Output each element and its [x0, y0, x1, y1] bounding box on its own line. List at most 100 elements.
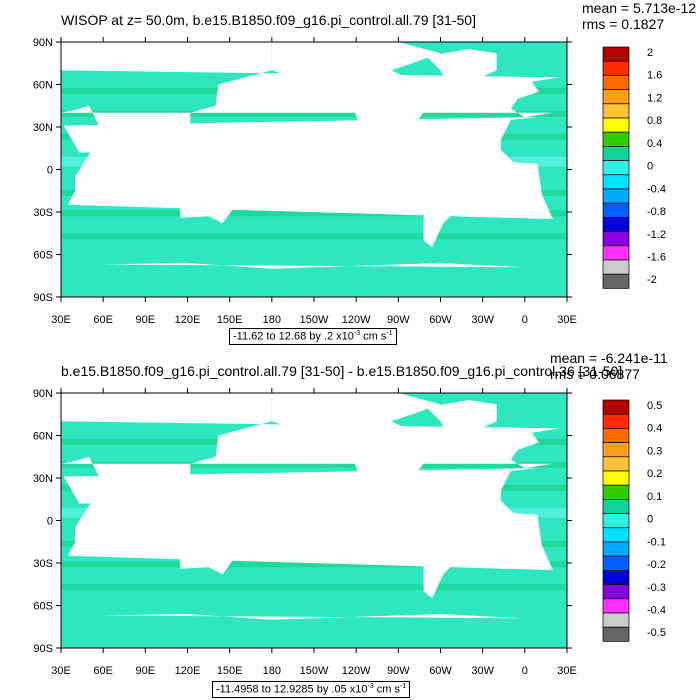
land-mask [685, 544, 700, 569]
land-mask [61, 42, 560, 159]
colorbar-label: -0.2 [647, 559, 666, 571]
colorbar-swatch [602, 513, 630, 529]
colorbar-label: -0.8 [647, 206, 666, 218]
colorbar-label: -1.2 [647, 229, 666, 241]
lat-label: 90S [33, 643, 53, 655]
lat-label: 60N [33, 80, 53, 92]
colorbar-label: 0.3 [647, 445, 662, 457]
land-mask [103, 263, 525, 297]
lat-label: 0 [47, 516, 53, 528]
lat-label: 30N [33, 473, 53, 485]
land-mask [412, 503, 476, 599]
colorbar-swatch [602, 259, 630, 275]
lon-label: 90W [387, 665, 410, 677]
colorbar-swatch [602, 160, 630, 176]
lon-label: 90E [136, 314, 156, 326]
lat-label: 90S [33, 292, 53, 304]
colorbar-swatch [602, 117, 630, 133]
land-mask [609, 263, 700, 266]
colorbar-swatch [602, 217, 630, 232]
lat-label: 90N [33, 388, 53, 400]
lat-label: 60S [33, 601, 53, 613]
colorbar-swatch [602, 245, 630, 261]
colorbar-swatch [602, 60, 630, 76]
colorbar-swatch [602, 570, 630, 585]
rms-stat: rms = 0.1827 [582, 16, 665, 32]
lat-label: 30S [33, 558, 53, 570]
colorbar-label: -0.1 [647, 536, 666, 548]
colorbar-label: -1.6 [647, 251, 666, 263]
colorbar-swatch [602, 46, 630, 62]
colorbar-label: -0.3 [647, 582, 666, 594]
colorbar-label: 0.2 [647, 468, 662, 480]
land-mask [271, 393, 441, 508]
land-mask [103, 614, 525, 648]
lon-label: 30E [557, 665, 577, 677]
colorbar-swatch [602, 174, 630, 190]
lon-label: 150E [217, 665, 243, 677]
colorbar-label: 1.2 [647, 92, 662, 104]
colorbar-swatch [602, 470, 630, 486]
colorbar-label: 0.1 [647, 491, 662, 503]
colorbar-label: -0.4 [647, 183, 666, 195]
lon-label: 30E [51, 665, 71, 677]
lon-label: 150W [300, 665, 329, 677]
colorbar-label: 0.4 [647, 138, 662, 150]
ocean-band [61, 210, 567, 217]
land-mask [271, 42, 441, 157]
land-mask [609, 614, 700, 617]
rms-stat: rms = 0.06877 [550, 366, 640, 382]
lon-label: 150E [217, 314, 243, 326]
colorbar-label: 0 [647, 161, 653, 173]
colorbar-swatch [602, 75, 630, 90]
colorbar-swatch [602, 612, 630, 628]
land-mask [179, 186, 234, 224]
colorbar-swatch [602, 273, 630, 289]
overflow-mask [567, 391, 600, 650]
lat-label: 60S [33, 250, 53, 262]
lon-label: 180 [263, 314, 281, 326]
lon-label: 90E [136, 665, 156, 677]
lat-label: 30S [33, 207, 53, 219]
lon-label: 120W [342, 314, 371, 326]
land-mask [61, 393, 560, 510]
lon-label: 30E [557, 314, 577, 326]
colorbar-swatch [602, 413, 630, 429]
lon-label: 0 [522, 665, 528, 677]
colorbar-label: 0.4 [647, 423, 662, 435]
colorbar-swatch [602, 442, 630, 458]
colorbar-label: 0.5 [647, 400, 662, 412]
colorbar-swatch [602, 541, 630, 557]
lon-label: 30W [471, 314, 494, 326]
land-mask [426, 400, 497, 436]
lon-label: 180 [263, 665, 281, 677]
lon-label: 60E [93, 665, 113, 677]
colorbar-swatch [602, 399, 630, 415]
colorbar-swatch [602, 131, 630, 147]
colorbar-swatch [602, 231, 630, 247]
ocean-band [61, 461, 567, 468]
ocean-band [61, 233, 567, 240]
ocean-band [61, 110, 567, 117]
colorbar-swatch [602, 428, 630, 443]
colorbar-swatch [602, 626, 630, 642]
colorbar-swatch [602, 202, 630, 218]
colorbar-label: 0 [647, 514, 653, 526]
panel-title: b.e15.B1850.f09_g16.pi_control.all.79 [3… [61, 363, 623, 379]
lon-label: 90W [387, 314, 410, 326]
colorbar-label: -0.4 [647, 604, 666, 616]
lon-label: 30E [51, 314, 71, 326]
land-mask [412, 152, 476, 248]
lon-label: 120E [175, 314, 201, 326]
colorbar-swatch [602, 499, 630, 514]
mean-stat: mean = 5.713e-12 [582, 0, 697, 16]
ocean-band [61, 584, 567, 591]
colorbar-swatch [602, 188, 630, 204]
colorbar-swatch [602, 484, 630, 500]
colorbar-label: -2 [647, 274, 657, 286]
colorbar-swatch [602, 527, 630, 543]
colorbar-swatch [602, 89, 630, 105]
colorbar-label: 0.8 [647, 115, 662, 127]
colorbar-swatch [602, 584, 630, 600]
